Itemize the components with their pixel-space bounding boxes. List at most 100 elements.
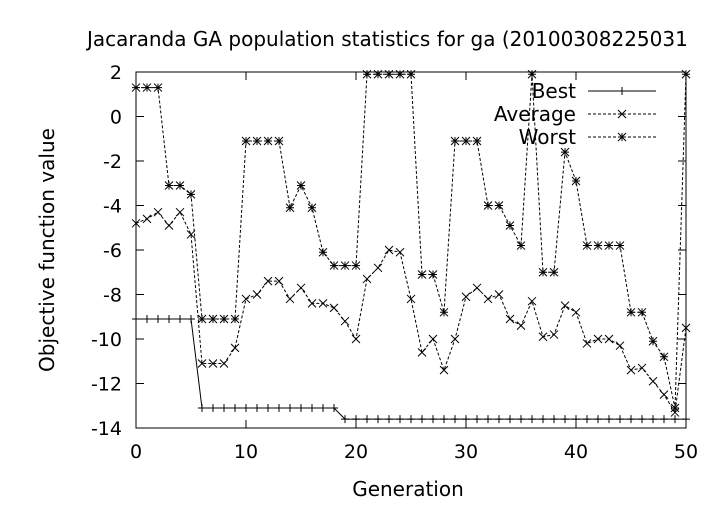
data-point-best bbox=[572, 415, 580, 424]
data-point-worst bbox=[494, 201, 504, 210]
data-point-worst bbox=[285, 203, 295, 213]
data-point-worst bbox=[318, 247, 328, 257]
data-point-average bbox=[252, 290, 262, 299]
y-tick-label: -10 bbox=[91, 329, 122, 351]
data-point-worst bbox=[406, 69, 416, 79]
data-point-best bbox=[220, 403, 228, 412]
data-point-worst bbox=[197, 314, 207, 324]
data-point-best bbox=[605, 415, 613, 424]
x-tick-label: 30 bbox=[454, 441, 478, 463]
data-point-best bbox=[550, 415, 558, 424]
data-point-best bbox=[209, 403, 217, 412]
data-point-best bbox=[484, 415, 492, 424]
data-point-average bbox=[142, 214, 152, 224]
data-point-best bbox=[528, 415, 536, 424]
data-point-worst bbox=[307, 203, 317, 213]
data-point-worst bbox=[428, 270, 438, 279]
x-tick-label: 10 bbox=[234, 441, 258, 463]
data-point-average bbox=[373, 263, 383, 273]
data-point-worst bbox=[648, 336, 658, 346]
data-point-average bbox=[472, 283, 482, 293]
y-tick-label: -6 bbox=[103, 240, 122, 262]
data-point-average bbox=[670, 408, 680, 417]
data-point-best bbox=[275, 403, 283, 412]
data-point-worst bbox=[560, 147, 570, 157]
data-point-worst bbox=[516, 241, 526, 250]
legend-label-best: Best bbox=[532, 79, 576, 103]
data-point-average bbox=[329, 303, 339, 313]
y-axis-title: Objective function value bbox=[35, 128, 59, 372]
data-point-best bbox=[495, 415, 503, 424]
data-point-best bbox=[297, 403, 305, 412]
data-point-worst bbox=[131, 83, 141, 92]
data-point-best bbox=[396, 415, 404, 424]
data-point-best bbox=[660, 415, 668, 424]
data-point-best bbox=[132, 314, 140, 323]
data-point-average bbox=[197, 359, 207, 368]
data-point-average bbox=[263, 276, 273, 286]
data-point-best bbox=[440, 415, 448, 424]
data-point-average bbox=[439, 365, 449, 375]
data-point-average bbox=[637, 363, 647, 373]
data-point-worst bbox=[164, 181, 174, 190]
data-point-best bbox=[143, 314, 151, 323]
data-point-average bbox=[604, 334, 614, 344]
data-point-best bbox=[682, 415, 690, 424]
data-point-worst bbox=[274, 136, 284, 146]
data-point-worst bbox=[186, 190, 196, 199]
data-point-worst bbox=[593, 241, 603, 250]
data-point-average bbox=[395, 247, 405, 257]
series-layer bbox=[131, 69, 691, 424]
data-point-worst bbox=[417, 270, 427, 279]
data-point-average bbox=[582, 339, 592, 348]
data-point-average bbox=[296, 283, 306, 293]
y-tick-label: 2 bbox=[110, 62, 122, 84]
data-point-average bbox=[384, 245, 394, 255]
data-point-worst bbox=[208, 314, 218, 324]
data-point-best bbox=[187, 314, 195, 323]
data-point-average bbox=[549, 330, 559, 339]
data-point-average bbox=[516, 321, 526, 331]
data-point-average bbox=[428, 334, 438, 344]
data-point-worst bbox=[483, 201, 493, 210]
y-tick-label: 0 bbox=[110, 107, 122, 129]
data-point-worst bbox=[142, 83, 152, 92]
data-point-worst bbox=[659, 352, 669, 362]
data-point-worst bbox=[461, 136, 471, 146]
data-point-worst bbox=[670, 403, 680, 413]
data-point-best bbox=[451, 415, 459, 424]
data-point-best bbox=[231, 403, 239, 412]
data-point-worst bbox=[549, 267, 559, 277]
data-point-average bbox=[219, 359, 229, 368]
data-point-worst bbox=[571, 176, 581, 186]
data-point-average bbox=[659, 390, 669, 399]
data-point-worst bbox=[153, 83, 163, 92]
data-point-best bbox=[242, 403, 250, 412]
legend-marker-worst bbox=[617, 132, 627, 142]
data-point-best bbox=[264, 403, 272, 412]
legend-marker-average bbox=[617, 109, 627, 119]
data-point-best bbox=[649, 415, 657, 424]
data-point-best bbox=[352, 415, 360, 424]
data-point-best bbox=[198, 403, 206, 412]
data-point-average bbox=[494, 290, 504, 299]
x-axis-ticks: 0 10 20 30 40 50 bbox=[130, 72, 698, 463]
x-tick-label: 0 bbox=[130, 441, 142, 463]
data-point-average bbox=[285, 294, 295, 304]
plot-border bbox=[135, 71, 687, 429]
data-point-worst bbox=[362, 69, 372, 79]
data-point-worst bbox=[637, 307, 647, 317]
data-point-best bbox=[638, 415, 646, 424]
data-point-best bbox=[429, 415, 437, 424]
x-tick-label: 50 bbox=[674, 441, 698, 463]
data-point-best bbox=[462, 415, 470, 424]
data-point-worst bbox=[604, 241, 614, 250]
data-point-average bbox=[208, 359, 218, 368]
data-point-average bbox=[318, 299, 328, 308]
plot-frame bbox=[135, 71, 687, 429]
data-point-best bbox=[506, 415, 514, 424]
series-worst bbox=[131, 69, 691, 413]
data-point-best bbox=[407, 415, 415, 424]
